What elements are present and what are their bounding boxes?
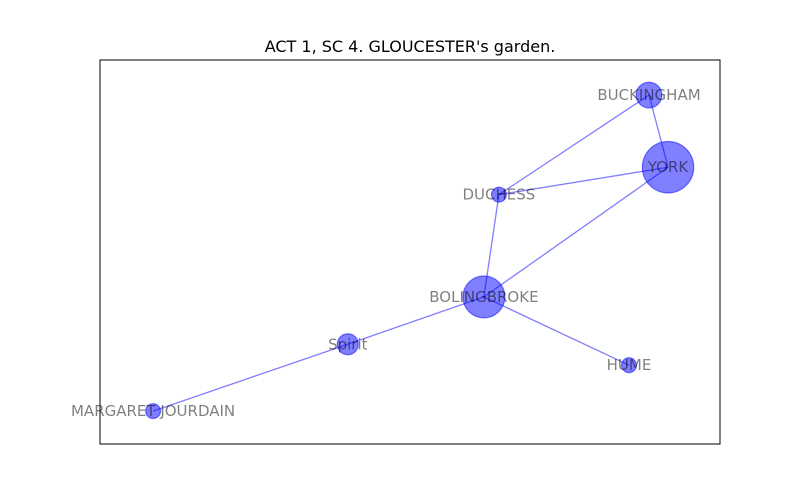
edge-duchess-york bbox=[498, 166, 669, 196]
node-label-york: YORK bbox=[647, 158, 690, 176]
edges-layer bbox=[152, 94, 669, 412]
node-label-duchess: DUCHESS bbox=[463, 186, 536, 204]
node-duchess bbox=[490, 186, 507, 203]
axes-frame bbox=[99, 59, 721, 445]
edge-bolingbroke-hume bbox=[483, 296, 630, 366]
edge-bolingbroke-spirit bbox=[347, 296, 485, 345]
node-hume bbox=[620, 357, 638, 374]
node-margaret-jourdain bbox=[145, 403, 162, 420]
edge-buckingham-duchess bbox=[498, 94, 650, 196]
node-buckingham bbox=[635, 81, 663, 109]
node-bolingbroke bbox=[462, 275, 506, 319]
node-label-margaret-jourdain: MARGARET JOURDAIN bbox=[71, 402, 235, 420]
nodes-layer bbox=[145, 81, 695, 420]
node-label-spirit: Spirit bbox=[328, 335, 368, 353]
node-york bbox=[641, 140, 695, 194]
chart-title: ACT 1, SC 4. GLOUCESTER's garden. bbox=[265, 37, 556, 56]
edge-york-bolingbroke bbox=[483, 166, 669, 298]
node-label-buckingham: BUCKINGHAM bbox=[597, 86, 700, 104]
node-label-hume: HUME bbox=[607, 356, 652, 374]
labels-layer: BUCKINGHAM YORK DUCHESS BOLINGBROKE Spirit HU… bbox=[71, 86, 701, 420]
node-spirit bbox=[336, 333, 359, 356]
node-label-bolingbroke: BOLINGBROKE bbox=[429, 288, 538, 306]
edge-spirit-margaret-jourdain bbox=[152, 343, 349, 412]
